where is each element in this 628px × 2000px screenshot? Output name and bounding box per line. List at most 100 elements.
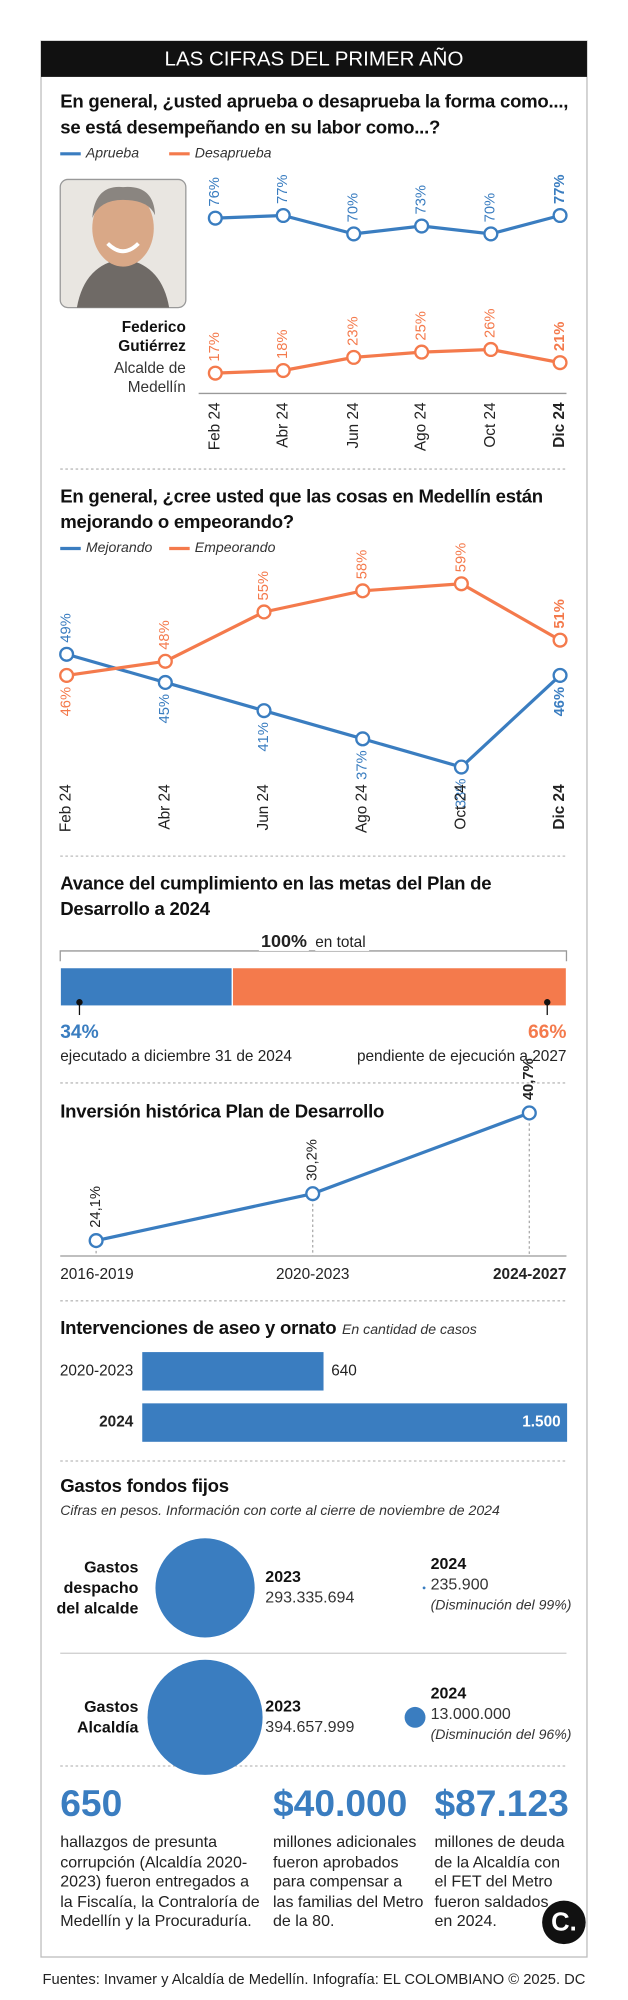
value-label: 77% [552, 174, 568, 203]
value-label: 1.500 [522, 1414, 560, 1431]
value-label: 77% [275, 174, 291, 203]
value-label: 26% [483, 308, 499, 337]
data-point [88, 1233, 104, 1249]
chart-title: Intervenciones de aseo y ornato [60, 1318, 337, 1340]
value-label: 640 [331, 1362, 357, 1379]
data-point [552, 355, 568, 371]
data-point [59, 667, 75, 683]
legend-label: Empeorando [195, 539, 276, 555]
data-point [59, 646, 75, 662]
value-label: 73% [414, 185, 430, 214]
x-tick-label: Oct 24 [452, 784, 469, 830]
bubble [155, 1538, 255, 1638]
logo: C. [551, 1908, 577, 1936]
stat-text: hallazgos de presunta corrupción (Alcald… [60, 1832, 260, 1931]
x-tick-label: Ago 24 [354, 784, 371, 833]
chart-title: Inversión histórica Plan de Desarrollo [60, 1102, 385, 1123]
data-point [305, 1186, 321, 1202]
header-bar [41, 41, 587, 77]
chart-title: Avance del cumplimiento en las metas del… [60, 874, 492, 921]
segment-name: ejecutado a diciembre 31 de 2024 [60, 1047, 292, 1066]
stat-value: 650 [60, 1783, 123, 1825]
marker-dot [544, 999, 551, 1006]
legend-label: Mejorando [86, 539, 153, 555]
total-label: 100% [258, 930, 310, 951]
x-tick-label: Jun 24 [255, 784, 272, 831]
separators [60, 468, 567, 1767]
bar-segment [59, 966, 233, 1007]
value-label: 46% [59, 687, 75, 716]
data-point [355, 731, 371, 747]
category-label: Gastos Alcaldía [76, 1698, 139, 1737]
data-point [521, 1105, 537, 1121]
x-tick-label: Abr 24 [156, 784, 173, 830]
note: (Disminución del 96%) [431, 1726, 572, 1742]
value-label: 23% [346, 316, 362, 345]
value-label: 13.000.000 [431, 1705, 511, 1723]
value-label: 25% [414, 311, 430, 340]
data-point [483, 226, 499, 242]
series-line [66, 652, 562, 769]
marker-dot [76, 999, 83, 1006]
x-tick-label: 2024-2027 [493, 1266, 566, 1283]
series-line [215, 347, 561, 375]
series-label: 2023 [265, 1697, 301, 1715]
x-tick-label: Feb 24 [58, 784, 75, 832]
chart-title: En general, ¿usted aprueba o desaprueba … [60, 92, 569, 139]
data-point [355, 583, 371, 599]
bubble [422, 1586, 426, 1590]
photo-shoulders [76, 258, 170, 308]
stat-text: millones de deuda de la Alcaldía con el … [434, 1832, 565, 1931]
photo-face [92, 189, 154, 267]
value-label: 45% [157, 694, 173, 723]
value-label: 394.657.999 [265, 1718, 354, 1736]
data-point [346, 349, 362, 365]
data-point [256, 703, 272, 719]
value-label: 76% [207, 177, 223, 206]
x-tick-label: 2016-2019 [60, 1266, 133, 1283]
total-bracket [59, 950, 568, 962]
footer: Fuentes: Invamer y Alcaldía de Medellín.… [43, 1972, 586, 1988]
data-point [157, 653, 173, 669]
bar [142, 1403, 568, 1442]
frame [40, 40, 588, 1958]
data-point [552, 632, 568, 648]
chart-title: Gastos fondos fijos [60, 1476, 229, 1497]
value-label: 30,2% [305, 1139, 321, 1181]
value-label: 46% [552, 687, 568, 716]
chart-subtitle: Cifras en pesos. Información con corte a… [60, 1503, 500, 1519]
chart-subtitle: En cantidad de casos [342, 1322, 477, 1338]
x-tick-label: Abr 24 [274, 402, 291, 448]
value-label: 40,7% [521, 1058, 537, 1100]
value-label: 70% [346, 193, 362, 222]
value-label: 37% [355, 750, 371, 779]
total-label-box: 100% en total [250, 930, 378, 953]
x-tick-label: Feb 24 [206, 402, 223, 450]
value-label: 24,1% [88, 1186, 104, 1228]
data-point [552, 207, 568, 224]
photo-smile [106, 242, 140, 254]
segment-value: 66% [527, 1021, 567, 1044]
bubble [404, 1706, 426, 1728]
chart-title-line: Intervenciones de aseo y ornato En canti… [60, 1317, 598, 1340]
stat-text: millones adicionales fueron aprobados pa… [272, 1832, 424, 1931]
series-label: 2024 [431, 1685, 467, 1703]
value-label: 41% [256, 722, 272, 751]
segment-value: 34% [60, 1021, 99, 1044]
data-point [552, 667, 568, 683]
data-point [453, 576, 469, 592]
value-label: 51% [552, 599, 568, 628]
note: (Disminución del 99%) [431, 1597, 572, 1613]
x-tick-label: Dic 24 [551, 402, 568, 448]
value-label: 235.900 [431, 1576, 489, 1594]
series-label: 2024 [431, 1555, 467, 1573]
data-point [157, 674, 173, 691]
x-tick-label: 2020-2023 [276, 1266, 349, 1283]
data-point [346, 226, 362, 242]
stat-value: $40.000 [272, 1783, 408, 1825]
value-label: 55% [256, 571, 272, 600]
x-tick-label: Ago 24 [413, 402, 430, 451]
